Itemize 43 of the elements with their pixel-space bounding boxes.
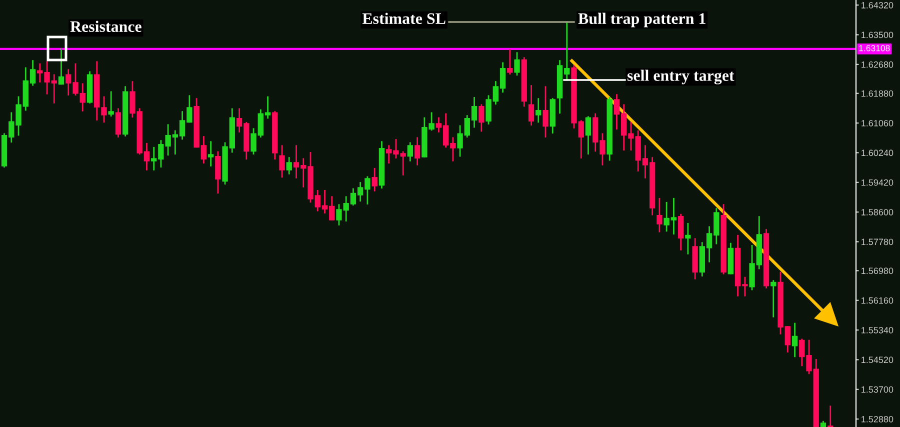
candlestick: [542, 86, 548, 138]
y-tick-label: 1.58600: [862, 209, 894, 216]
candlestick: [685, 222, 691, 254]
candlestick: [215, 151, 221, 194]
candlestick: [828, 406, 834, 427]
candlestick: [585, 116, 592, 154]
candlestick: [115, 108, 122, 138]
candlestick: [536, 98, 542, 123]
y-tick-label: 1.52880: [862, 416, 894, 422]
y-tick-label: 1.61880: [862, 90, 894, 97]
y-tick-label: 1.56980: [862, 268, 894, 274]
annotation: Bull trap pattern 1: [578, 12, 706, 28]
y-tick-label: 1.61060: [862, 120, 894, 126]
annotation: Estimate SL: [362, 12, 446, 24]
candlestick: [279, 145, 285, 178]
y-tick-label: 1.59420: [862, 179, 894, 186]
candlestick: [656, 198, 662, 232]
y-tick-label: 1.54520: [862, 356, 894, 364]
annotation: sell entry target: [627, 70, 734, 84]
annotation: Resistance: [70, 20, 142, 32]
y-tick-label: 1.63500: [862, 32, 894, 38]
candlestick: [478, 104, 484, 132]
candlestick: [414, 137, 420, 166]
y-tick-label: 1.62680: [862, 61, 894, 68]
candlestick: [286, 157, 292, 174]
y-tick-label: 1.55340: [862, 326, 894, 334]
y-tick-label: 1.64320: [862, 2, 894, 8]
candlestick: [58, 48, 64, 85]
candlestick: [528, 85, 534, 126]
candlestick: [514, 52, 520, 76]
candlestick: [770, 280, 776, 318]
y-tick-label: 1.56160: [862, 297, 894, 304]
candlestick: [792, 322, 798, 358]
y-tick-label: 1.53700: [862, 386, 894, 393]
candlestick: [372, 168, 378, 192]
y-tick-label: 1.57780: [862, 238, 894, 246]
candlestick: [507, 49, 513, 75]
candlestick: [108, 91, 114, 116]
candlestick: [407, 142, 414, 162]
candlestick: [678, 214, 684, 250]
candlestick: [208, 141, 214, 166]
y-tick-label: 1.60240: [862, 150, 894, 156]
ref-line-label: 1.63108: [859, 45, 890, 52]
